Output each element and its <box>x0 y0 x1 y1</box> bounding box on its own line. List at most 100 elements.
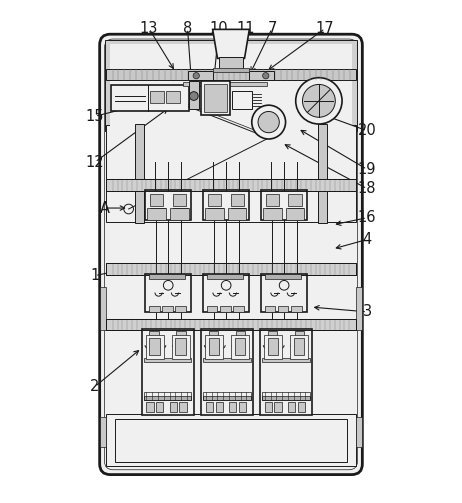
Bar <box>110 44 352 127</box>
Text: 11: 11 <box>236 21 255 36</box>
Bar <box>149 274 185 279</box>
Text: 7: 7 <box>267 21 277 36</box>
Bar <box>188 71 213 80</box>
Bar <box>261 274 307 312</box>
Bar <box>203 274 249 312</box>
Bar <box>356 287 362 330</box>
Bar <box>111 85 188 112</box>
Bar <box>262 391 310 400</box>
Bar <box>232 91 252 109</box>
Bar <box>286 208 304 220</box>
Bar <box>203 391 251 400</box>
Bar <box>115 419 347 462</box>
Bar <box>173 194 186 206</box>
Bar <box>209 339 219 355</box>
Text: 3: 3 <box>363 304 372 319</box>
Bar <box>145 190 191 220</box>
Bar <box>264 334 282 359</box>
Bar <box>156 402 164 412</box>
Bar <box>106 263 356 275</box>
Bar <box>149 330 159 344</box>
Text: 12: 12 <box>85 154 104 170</box>
Bar <box>146 402 154 412</box>
Bar <box>262 358 310 362</box>
Bar <box>144 391 191 400</box>
Circle shape <box>252 105 286 139</box>
Bar <box>106 179 356 191</box>
Bar <box>220 306 231 312</box>
Bar <box>106 179 356 191</box>
Bar <box>106 414 356 466</box>
Bar <box>236 330 245 344</box>
Bar <box>278 306 288 312</box>
Bar <box>231 194 244 206</box>
Bar <box>213 68 249 72</box>
Bar <box>106 319 356 330</box>
Bar <box>100 287 106 330</box>
Bar <box>261 190 307 220</box>
Bar <box>288 402 295 412</box>
Bar <box>207 306 218 312</box>
Bar <box>203 396 251 400</box>
Bar <box>162 306 173 312</box>
Bar <box>356 417 362 447</box>
Bar <box>179 402 187 412</box>
Bar <box>188 81 199 109</box>
Text: 16: 16 <box>358 210 377 225</box>
Bar <box>233 306 243 312</box>
Bar <box>265 274 301 279</box>
Bar <box>149 339 160 355</box>
Bar <box>203 358 251 362</box>
Bar <box>267 330 277 344</box>
Bar <box>216 402 223 412</box>
Bar <box>262 396 310 400</box>
Bar <box>144 396 191 400</box>
Bar <box>249 71 274 80</box>
Bar <box>176 330 186 344</box>
Bar <box>171 334 190 359</box>
Text: 2: 2 <box>90 379 99 394</box>
Bar <box>206 402 213 412</box>
Bar <box>206 208 224 220</box>
Bar <box>267 339 278 355</box>
Bar <box>135 124 144 222</box>
Bar <box>231 334 249 359</box>
Circle shape <box>303 85 335 117</box>
Bar <box>298 402 305 412</box>
Bar <box>294 339 304 355</box>
Bar <box>239 402 246 412</box>
Bar <box>106 263 356 275</box>
Bar <box>170 208 188 220</box>
Text: 17: 17 <box>316 21 334 36</box>
Bar <box>176 339 186 355</box>
Circle shape <box>189 92 198 101</box>
Text: 4: 4 <box>363 232 372 247</box>
Circle shape <box>296 77 342 124</box>
Text: 18: 18 <box>358 181 377 196</box>
Bar <box>201 80 230 115</box>
Bar <box>147 208 166 220</box>
Bar <box>175 306 186 312</box>
Bar <box>203 190 249 220</box>
Bar <box>318 124 327 222</box>
Bar <box>265 402 272 412</box>
Polygon shape <box>213 29 249 58</box>
Bar <box>263 208 282 220</box>
Circle shape <box>193 72 200 79</box>
Bar <box>170 402 177 412</box>
Bar <box>266 194 280 206</box>
Bar <box>290 334 308 359</box>
Bar <box>142 329 194 414</box>
Bar <box>182 81 267 87</box>
Bar <box>208 194 221 206</box>
Text: 19: 19 <box>358 162 377 177</box>
Bar <box>291 306 302 312</box>
FancyBboxPatch shape <box>100 34 362 475</box>
Bar <box>166 91 180 103</box>
Bar <box>260 329 312 414</box>
Bar <box>106 125 356 221</box>
Bar <box>204 85 227 113</box>
Text: 15: 15 <box>85 109 104 124</box>
Bar <box>295 330 304 344</box>
Text: A: A <box>99 201 109 216</box>
